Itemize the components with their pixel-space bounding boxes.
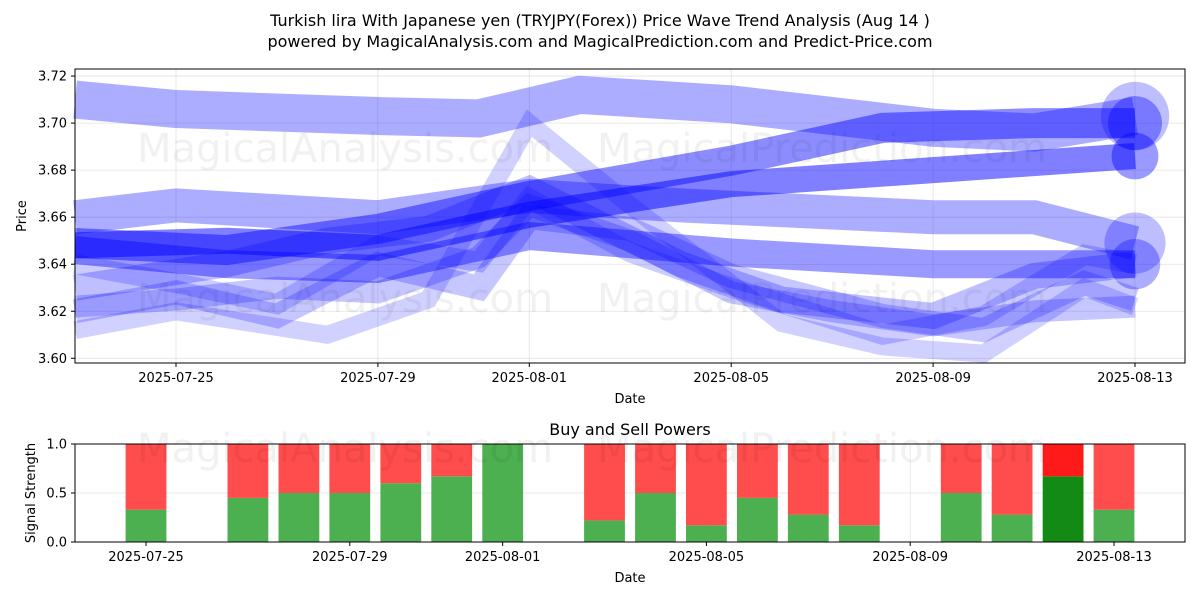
signal-bars [125,444,1135,542]
price-x-tick-label: 2025-07-25 [138,371,214,386]
price-wave-endpoint [1108,96,1162,151]
price-y-tick-label: 3.62 [38,305,67,320]
sell-power-bar [278,444,320,493]
price-wave-series [73,109,1139,363]
sell-power-bar [125,444,167,510]
buy-power-bar [227,497,269,542]
price-x-tick-label: 2025-08-09 [895,371,971,386]
signal-x-label: Date [614,571,645,586]
watermark-analysis-top: MagicalAnalysis.com [137,126,553,172]
sell-power-bar [635,444,676,493]
sell-power-bar [991,444,1033,515]
price-grid [75,69,1185,363]
price-wave-series [73,178,1140,260]
price-y-ticks: 3.60 3.62 3.64 3.66 3.68 3.70 3.72 [38,70,75,367]
buy-power-bar [482,444,524,542]
price-y-tick-label: 3.66 [38,211,67,226]
signal-chart: Buy and Sell Powers MagicalAnalysis.com … [24,420,1186,586]
signal-x-tick-label: 2025-08-05 [669,550,745,565]
signal-y-tick-label: 0.0 [46,536,67,551]
buy-power-bar [431,476,473,542]
price-x-tick-label: 2025-07-29 [340,371,416,386]
price-plot-frame [74,68,1186,364]
price-wave-series [74,143,1136,261]
watermark-prediction-top: MagicalPrediction.com [597,126,1047,172]
sell-power-bar [584,444,625,521]
sell-power-bar [686,444,727,526]
buy-power-bar [380,483,422,542]
signal-y-tick-label: 1.0 [46,438,67,453]
price-chart: MagicalAnalysis.com MagicalPrediction.co… [15,68,1186,407]
price-wave-series [72,204,1139,343]
price-y-tick-label: 3.72 [38,70,67,85]
sell-power-bar [838,444,880,526]
watermark-prediction-bottom: MagicalPrediction.com [597,426,1047,472]
buy-power-bar [584,520,625,542]
signal-y-tick-label: 0.5 [46,487,67,502]
buy-power-bar [838,525,880,542]
price-wave-series [73,174,1137,330]
signal-x-tick-label: 2025-08-01 [465,550,541,565]
signal-y-label: Signal Strength [24,443,39,543]
sell-power-bar [787,444,829,515]
buy-power-bar [125,509,167,542]
sell-power-bar [431,444,473,477]
signal-y-ticks: 0.0 0.5 1.0 [46,438,75,551]
sell-power-bar [380,444,422,484]
watermark-analysis-bottom: MagicalAnalysis.com [137,426,553,472]
buy-power-bar [1042,476,1084,542]
signal-x-ticks: 2025-07-25 2025-07-29 2025-08-01 2025-08-05… [108,542,1152,565]
price-wave-series [74,192,1136,337]
price-wave-series [73,75,1139,152]
price-y-tick-label: 3.70 [38,117,67,132]
buy-power-bar [329,493,371,542]
price-x-tick-label: 2025-08-05 [693,371,769,386]
signal-x-tick-label: 2025-07-25 [108,550,184,565]
chart-title: Turkish lira With Japanese yen (TRYJPY(F… [269,11,930,30]
buy-power-bar [787,514,829,542]
buy-power-bar [991,514,1033,542]
buy-power-bar [686,525,727,542]
price-y-label: Price [15,200,30,232]
sell-power-bar [737,444,778,498]
signal-x-tick-label: 2025-08-09 [872,550,948,565]
price-waves [72,75,1170,363]
signal-x-tick-label: 2025-08-13 [1076,550,1152,565]
signal-chart-title: Buy and Sell Powers [549,420,711,439]
buy-power-bar [737,497,778,542]
chart-subtitle: powered by MagicalAnalysis.com and Magic… [267,32,932,51]
buy-power-bar [278,493,320,542]
sell-power-bar [940,444,982,493]
sell-power-bar [1093,444,1135,510]
price-y-tick-label: 3.68 [38,164,67,179]
buy-power-bar [635,493,676,542]
price-wave-endpoint [1104,212,1166,274]
price-x-ticks: 2025-07-25 2025-07-29 2025-08-01 2025-08-05… [138,363,1173,386]
price-wave-endpoint [1109,239,1161,290]
price-wave-series [73,221,1135,283]
signal-x-tick-label: 2025-07-29 [312,550,388,565]
sell-power-bar [329,444,371,493]
price-x-tick-label: 2025-08-01 [492,371,568,386]
buy-power-bar [940,493,982,542]
price-y-tick-label: 3.60 [38,352,67,367]
price-wave-series [73,185,1137,346]
buy-power-bar [1093,509,1135,542]
price-y-tick-label: 3.64 [38,258,67,273]
watermark-prediction-mid: MagicalPrediction.com [597,276,1047,322]
price-x-tick-label: 2025-08-13 [1097,371,1173,386]
price-wave-endpoint [1111,132,1159,180]
price-x-label: Date [614,392,645,407]
watermark-analysis-mid: MagicalAnalysis.com [137,276,553,322]
price-wave-endpoint [1100,81,1170,151]
sell-power-bar [227,444,269,498]
sell-power-bar [1042,444,1084,477]
